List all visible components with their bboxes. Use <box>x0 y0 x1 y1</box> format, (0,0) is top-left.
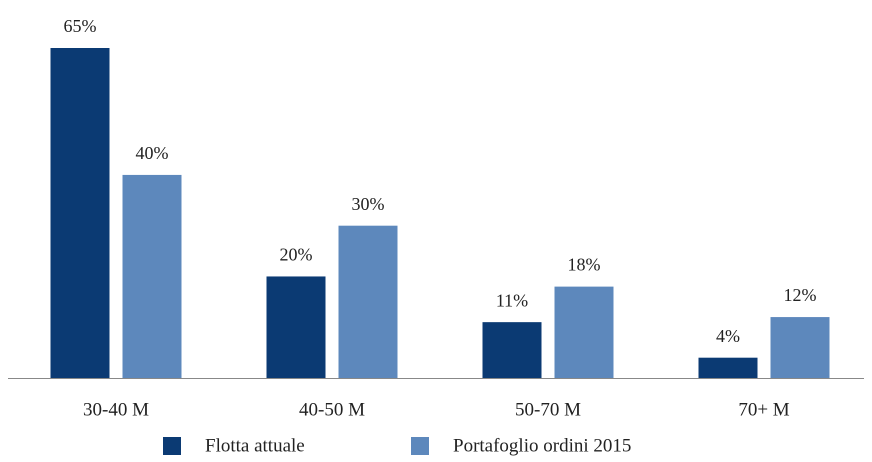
value-label: 18% <box>568 255 601 275</box>
x-tick-label: 30-40 M <box>83 399 149 420</box>
bar <box>50 48 110 378</box>
value-label: 12% <box>784 285 817 305</box>
x-tick-label: 50-70 M <box>515 399 581 420</box>
legend-swatch <box>163 437 181 455</box>
bar <box>122 174 182 378</box>
value-label: 11% <box>496 290 528 310</box>
legend-label: Flotta attuale <box>205 435 305 456</box>
value-label: 20% <box>280 245 313 265</box>
legend-label: Portafoglio ordini 2015 <box>453 435 631 456</box>
value-label: 4% <box>716 326 740 346</box>
bar <box>698 357 758 378</box>
x-tick-label: 40-50 M <box>299 399 365 420</box>
x-tick-label: 70+ M <box>738 399 789 420</box>
bar <box>554 286 614 378</box>
bar <box>770 317 830 378</box>
legend-swatch <box>411 437 429 455</box>
value-label: 40% <box>136 143 169 163</box>
bar <box>338 225 398 378</box>
bar <box>266 276 326 378</box>
bar <box>482 322 542 378</box>
value-label: 30% <box>352 194 385 214</box>
value-label: 65% <box>64 16 97 36</box>
